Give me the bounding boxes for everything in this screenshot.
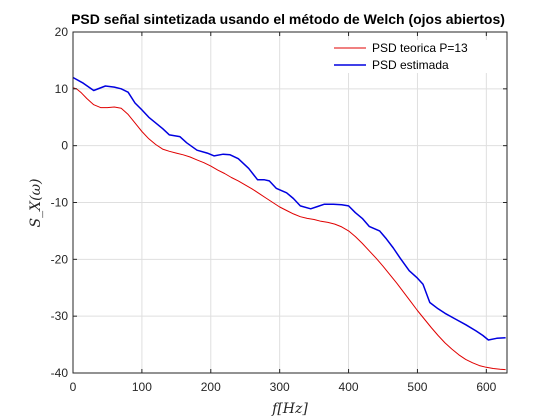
x-tick-label: 300: [270, 380, 290, 394]
y-tick-label: -10: [51, 196, 69, 210]
x-axis-ticks: 0 100 200 300 400 500 600: [70, 32, 497, 394]
legend-box: [329, 40, 499, 73]
y-tick-label: 10: [55, 82, 69, 96]
legend-label-theoretical: PSD teorica P=13: [372, 41, 468, 55]
y-tick-label: -40: [51, 366, 69, 380]
y-tick-label: 0: [61, 139, 68, 153]
y-tick-label: 20: [55, 25, 69, 39]
y-tick-label: -30: [51, 309, 69, 323]
legend: PSD teorica P=13 PSD estimada: [329, 40, 499, 73]
x-tick-label: 500: [407, 380, 427, 394]
x-tick-label: 400: [339, 380, 359, 394]
chart-title: PSD señal sintetizada usando el método d…: [71, 11, 505, 27]
x-tick-label: 100: [132, 380, 152, 394]
series-layer: [72, 76, 506, 371]
legend-label-estimated: PSD estimada: [372, 58, 449, 72]
y-axis-ticks: -40 -30 -20 -10 0 10 20: [51, 25, 507, 380]
x-tick-label: 600: [476, 380, 496, 394]
y-tick-label: -20: [51, 252, 69, 266]
x-tick-label: 0: [70, 380, 77, 394]
series-line-theoretical: [72, 87, 506, 371]
x-axis-label: f[Hz]: [271, 401, 308, 417]
series-line-estimated: [72, 76, 506, 341]
x-tick-label: 200: [201, 380, 221, 394]
y-axis-label: S_X(ω): [28, 179, 44, 228]
